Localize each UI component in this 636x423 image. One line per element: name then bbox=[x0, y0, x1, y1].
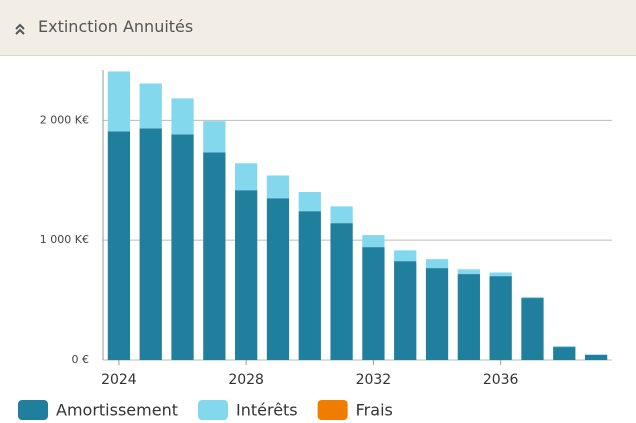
bar-segment bbox=[425, 259, 449, 269]
bar-segment bbox=[107, 131, 131, 360]
bar-segment bbox=[457, 274, 480, 360]
legend-label: Amortissement bbox=[56, 401, 178, 420]
y-tick-label: 1 000 K€ bbox=[40, 233, 89, 246]
bar-segment bbox=[107, 71, 131, 132]
legend-swatch bbox=[197, 400, 228, 420]
bar-segment bbox=[489, 272, 512, 277]
bar-segment bbox=[330, 206, 353, 224]
bar-segment bbox=[171, 98, 194, 135]
x-tick-label: 2032 bbox=[356, 372, 392, 388]
bar-segment bbox=[235, 190, 258, 360]
collapse-icon[interactable] bbox=[14, 22, 26, 36]
bar-segment bbox=[266, 175, 290, 199]
x-tick-label: 2036 bbox=[483, 372, 519, 388]
bar-segment bbox=[171, 134, 194, 360]
bar-segment bbox=[298, 211, 321, 360]
bar-segment bbox=[394, 261, 417, 360]
bar-segment bbox=[139, 83, 162, 129]
bar-segment bbox=[553, 346, 576, 348]
bar-segment bbox=[203, 152, 226, 360]
bar-segment bbox=[521, 298, 544, 360]
panel-header[interactable]: Extinction Annuités bbox=[0, 0, 636, 56]
bar-segment bbox=[298, 191, 321, 212]
legend-swatch bbox=[317, 400, 348, 420]
y-tick-label: 2 000 K€ bbox=[40, 113, 89, 126]
panel-title: Extinction Annuités bbox=[38, 17, 194, 36]
bar-segment bbox=[489, 276, 512, 360]
bar-segment bbox=[139, 128, 162, 360]
x-tick-label: 2028 bbox=[228, 372, 264, 388]
bar-segment bbox=[362, 235, 385, 248]
bar-segment bbox=[521, 297, 544, 299]
bar-segment bbox=[584, 354, 608, 355]
bar-segment bbox=[584, 354, 608, 360]
bar-segment bbox=[266, 198, 290, 360]
legend-label: Frais bbox=[356, 401, 393, 420]
y-tick-label: 0 € bbox=[72, 353, 90, 366]
bar-segment bbox=[394, 250, 417, 262]
bar-segment bbox=[235, 163, 258, 191]
bar-segment bbox=[425, 268, 449, 360]
bar-segment bbox=[330, 223, 353, 360]
bar-segment bbox=[362, 247, 385, 360]
bar-segment bbox=[553, 347, 576, 360]
bar-segment bbox=[203, 121, 226, 153]
legend-label: Intérêts bbox=[236, 401, 298, 420]
legend-swatch bbox=[18, 400, 48, 420]
bar-segment bbox=[457, 269, 480, 275]
x-tick-label: 2024 bbox=[101, 372, 137, 388]
